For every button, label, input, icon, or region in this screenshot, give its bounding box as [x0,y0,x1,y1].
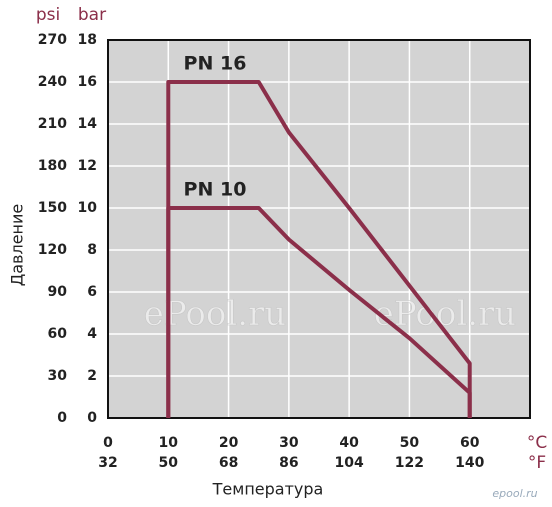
y2-tick-label: 240 [38,74,67,90]
series-label: PN 16 [184,53,247,75]
y2-tick-label: 60 [48,326,68,342]
y-tick-label: 8 [87,242,97,258]
x2-tick-label: 32 [98,455,117,471]
y2-tick-label: 270 [38,32,67,48]
x-tick-label: 50 [400,435,420,451]
x-tick-label: 0 [103,435,113,451]
x-axis-title: Температура [212,480,324,499]
y2-tick-label: 0 [57,410,67,426]
y-tick-label: 6 [87,284,97,300]
y-tick-label: 18 [78,32,97,48]
y-tick-label: 16 [78,74,97,90]
y-tick-label: 0 [87,410,97,426]
y2-tick-label: 120 [38,242,67,258]
x-tick-label: 20 [219,435,239,451]
watermark: ePool.ru [144,294,286,334]
y2-unit: psi [36,5,60,25]
y-unit: bar [78,5,106,25]
logo: epool.ru [492,487,537,500]
x-unit: °C [527,433,547,453]
x-tick-label: 30 [279,435,299,451]
y-tick-label: 14 [78,116,98,132]
series-label: PN 10 [184,179,247,201]
x2-tick-label: 50 [159,455,179,471]
x-tick-label: 40 [339,435,359,451]
y2-tick-label: 150 [38,200,67,216]
x2-tick-label: 104 [335,455,364,471]
x2-tick-label: 140 [455,455,484,471]
y-tick-label: 4 [87,326,97,342]
x-tick-label: 60 [460,435,480,451]
watermark: ePool.ru [374,294,516,334]
y-axis-title: Давление [8,204,27,287]
y2-tick-label: 90 [48,284,68,300]
series-line [166,80,472,418]
y2-tick-label: 180 [38,158,67,174]
y-tick-label: 10 [78,200,98,216]
y-tick-label: 2 [87,368,97,384]
x2-unit: °F [528,453,546,473]
x2-tick-label: 122 [395,455,424,471]
series-line [166,206,472,418]
plot-background [108,40,530,418]
x2-tick-label: 86 [279,455,298,471]
y2-tick-label: 30 [48,368,68,384]
plot-frame [107,39,531,419]
y2-tick-label: 210 [38,116,67,132]
x2-tick-label: 68 [219,455,238,471]
y-tick-label: 12 [78,158,97,174]
x-tick-label: 10 [159,435,179,451]
